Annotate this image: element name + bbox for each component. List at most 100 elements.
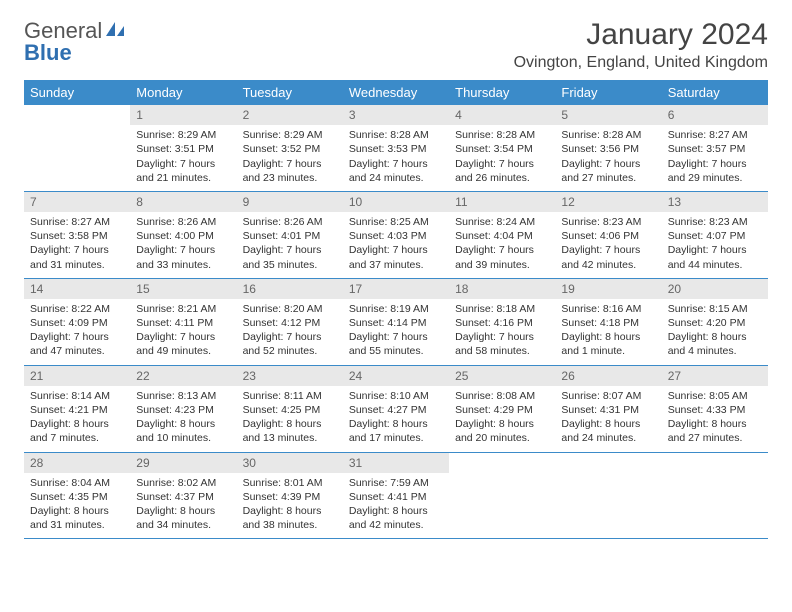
day-cell: 31Sunrise: 7:59 AMSunset: 4:41 PMDayligh… xyxy=(343,453,449,539)
calendar: Sunday Monday Tuesday Wednesday Thursday… xyxy=(24,80,768,539)
daylight-text: and 31 minutes. xyxy=(30,258,124,272)
sunset-text: Sunset: 3:56 PM xyxy=(561,142,655,156)
weeks-container: 1Sunrise: 8:29 AMSunset: 3:51 PMDaylight… xyxy=(24,105,768,539)
sunrise-text: Sunrise: 8:23 AM xyxy=(561,215,655,229)
daylight-text: Daylight: 7 hours xyxy=(668,157,762,171)
daylight-text: and 35 minutes. xyxy=(243,258,337,272)
daylight-text: and 33 minutes. xyxy=(136,258,230,272)
daylight-text: and 24 minutes. xyxy=(349,171,443,185)
sunset-text: Sunset: 4:39 PM xyxy=(243,490,337,504)
day-number: 1 xyxy=(130,105,236,125)
day-number: 21 xyxy=(24,366,130,386)
day-number: 10 xyxy=(343,192,449,212)
day-cell: 9Sunrise: 8:26 AMSunset: 4:01 PMDaylight… xyxy=(237,192,343,278)
day-header-row: Sunday Monday Tuesday Wednesday Thursday… xyxy=(24,80,768,105)
day-number: 31 xyxy=(343,453,449,473)
day-cell: 11Sunrise: 8:24 AMSunset: 4:04 PMDayligh… xyxy=(449,192,555,278)
sunset-text: Sunset: 4:20 PM xyxy=(668,316,762,330)
sunset-text: Sunset: 4:06 PM xyxy=(561,229,655,243)
daylight-text: and 13 minutes. xyxy=(243,431,337,445)
day-cell: 26Sunrise: 8:07 AMSunset: 4:31 PMDayligh… xyxy=(555,366,661,452)
day-number: 9 xyxy=(237,192,343,212)
sunrise-text: Sunrise: 7:59 AM xyxy=(349,476,443,490)
daylight-text: and 52 minutes. xyxy=(243,344,337,358)
daylight-text: Daylight: 8 hours xyxy=(243,504,337,518)
daylight-text: and 44 minutes. xyxy=(668,258,762,272)
sunset-text: Sunset: 4:25 PM xyxy=(243,403,337,417)
day-number: 20 xyxy=(662,279,768,299)
day-number: 28 xyxy=(24,453,130,473)
day-number: 30 xyxy=(237,453,343,473)
day-number: 19 xyxy=(555,279,661,299)
sunrise-text: Sunrise: 8:01 AM xyxy=(243,476,337,490)
daylight-text: and 42 minutes. xyxy=(561,258,655,272)
sunrise-text: Sunrise: 8:28 AM xyxy=(455,128,549,142)
daylight-text: Daylight: 7 hours xyxy=(349,330,443,344)
week-row: 28Sunrise: 8:04 AMSunset: 4:35 PMDayligh… xyxy=(24,453,768,540)
sunrise-text: Sunrise: 8:27 AM xyxy=(30,215,124,229)
sunset-text: Sunset: 4:18 PM xyxy=(561,316,655,330)
day-cell: 5Sunrise: 8:28 AMSunset: 3:56 PMDaylight… xyxy=(555,105,661,191)
day-cell: 15Sunrise: 8:21 AMSunset: 4:11 PMDayligh… xyxy=(130,279,236,365)
sunset-text: Sunset: 4:07 PM xyxy=(668,229,762,243)
day-cell: 28Sunrise: 8:04 AMSunset: 4:35 PMDayligh… xyxy=(24,453,130,539)
daylight-text: Daylight: 7 hours xyxy=(30,330,124,344)
sunrise-text: Sunrise: 8:05 AM xyxy=(668,389,762,403)
daylight-text: and 23 minutes. xyxy=(243,171,337,185)
day-cell: 18Sunrise: 8:18 AMSunset: 4:16 PMDayligh… xyxy=(449,279,555,365)
sunset-text: Sunset: 4:11 PM xyxy=(136,316,230,330)
day-number: 3 xyxy=(343,105,449,125)
daylight-text: Daylight: 7 hours xyxy=(243,243,337,257)
sunrise-text: Sunrise: 8:25 AM xyxy=(349,215,443,229)
day-number: 29 xyxy=(130,453,236,473)
day-number: 16 xyxy=(237,279,343,299)
sunset-text: Sunset: 3:53 PM xyxy=(349,142,443,156)
day-cell: 8Sunrise: 8:26 AMSunset: 4:00 PMDaylight… xyxy=(130,192,236,278)
sunrise-text: Sunrise: 8:28 AM xyxy=(561,128,655,142)
day-cell: 13Sunrise: 8:23 AMSunset: 4:07 PMDayligh… xyxy=(662,192,768,278)
week-row: 7Sunrise: 8:27 AMSunset: 3:58 PMDaylight… xyxy=(24,192,768,279)
sunset-text: Sunset: 3:58 PM xyxy=(30,229,124,243)
day-cell: 23Sunrise: 8:11 AMSunset: 4:25 PMDayligh… xyxy=(237,366,343,452)
daylight-text: and 34 minutes. xyxy=(136,518,230,532)
daylight-text: Daylight: 7 hours xyxy=(349,243,443,257)
sunset-text: Sunset: 4:37 PM xyxy=(136,490,230,504)
day-cell: 25Sunrise: 8:08 AMSunset: 4:29 PMDayligh… xyxy=(449,366,555,452)
day-cell: 3Sunrise: 8:28 AMSunset: 3:53 PMDaylight… xyxy=(343,105,449,191)
sunrise-text: Sunrise: 8:21 AM xyxy=(136,302,230,316)
daylight-text: Daylight: 7 hours xyxy=(349,157,443,171)
day-number: 27 xyxy=(662,366,768,386)
week-row: 21Sunrise: 8:14 AMSunset: 4:21 PMDayligh… xyxy=(24,366,768,453)
daylight-text: and 42 minutes. xyxy=(349,518,443,532)
logo-blue-wrap: Blue xyxy=(24,40,72,66)
daylight-text: and 27 minutes. xyxy=(668,431,762,445)
day-number: 4 xyxy=(449,105,555,125)
daylight-text: Daylight: 7 hours xyxy=(136,157,230,171)
sunset-text: Sunset: 4:31 PM xyxy=(561,403,655,417)
day-cell: 27Sunrise: 8:05 AMSunset: 4:33 PMDayligh… xyxy=(662,366,768,452)
daylight-text: and 47 minutes. xyxy=(30,344,124,358)
sunrise-text: Sunrise: 8:20 AM xyxy=(243,302,337,316)
week-row: 1Sunrise: 8:29 AMSunset: 3:51 PMDaylight… xyxy=(24,105,768,192)
daylight-text: and 7 minutes. xyxy=(30,431,124,445)
sunrise-text: Sunrise: 8:02 AM xyxy=(136,476,230,490)
daylight-text: Daylight: 7 hours xyxy=(455,330,549,344)
day-cell xyxy=(555,453,661,539)
sunset-text: Sunset: 4:04 PM xyxy=(455,229,549,243)
sunset-text: Sunset: 4:14 PM xyxy=(349,316,443,330)
sunrise-text: Sunrise: 8:19 AM xyxy=(349,302,443,316)
daylight-text: Daylight: 8 hours xyxy=(668,330,762,344)
title-block: January 2024 Ovington, England, United K… xyxy=(514,18,768,72)
day-cell: 24Sunrise: 8:10 AMSunset: 4:27 PMDayligh… xyxy=(343,366,449,452)
day-header: Tuesday xyxy=(237,80,343,105)
sail-icon xyxy=(104,20,126,43)
sunrise-text: Sunrise: 8:13 AM xyxy=(136,389,230,403)
sunset-text: Sunset: 4:23 PM xyxy=(136,403,230,417)
day-header: Monday xyxy=(130,80,236,105)
sunset-text: Sunset: 4:12 PM xyxy=(243,316,337,330)
daylight-text: and 4 minutes. xyxy=(668,344,762,358)
day-cell: 29Sunrise: 8:02 AMSunset: 4:37 PMDayligh… xyxy=(130,453,236,539)
day-number: 5 xyxy=(555,105,661,125)
sunrise-text: Sunrise: 8:07 AM xyxy=(561,389,655,403)
day-cell: 17Sunrise: 8:19 AMSunset: 4:14 PMDayligh… xyxy=(343,279,449,365)
